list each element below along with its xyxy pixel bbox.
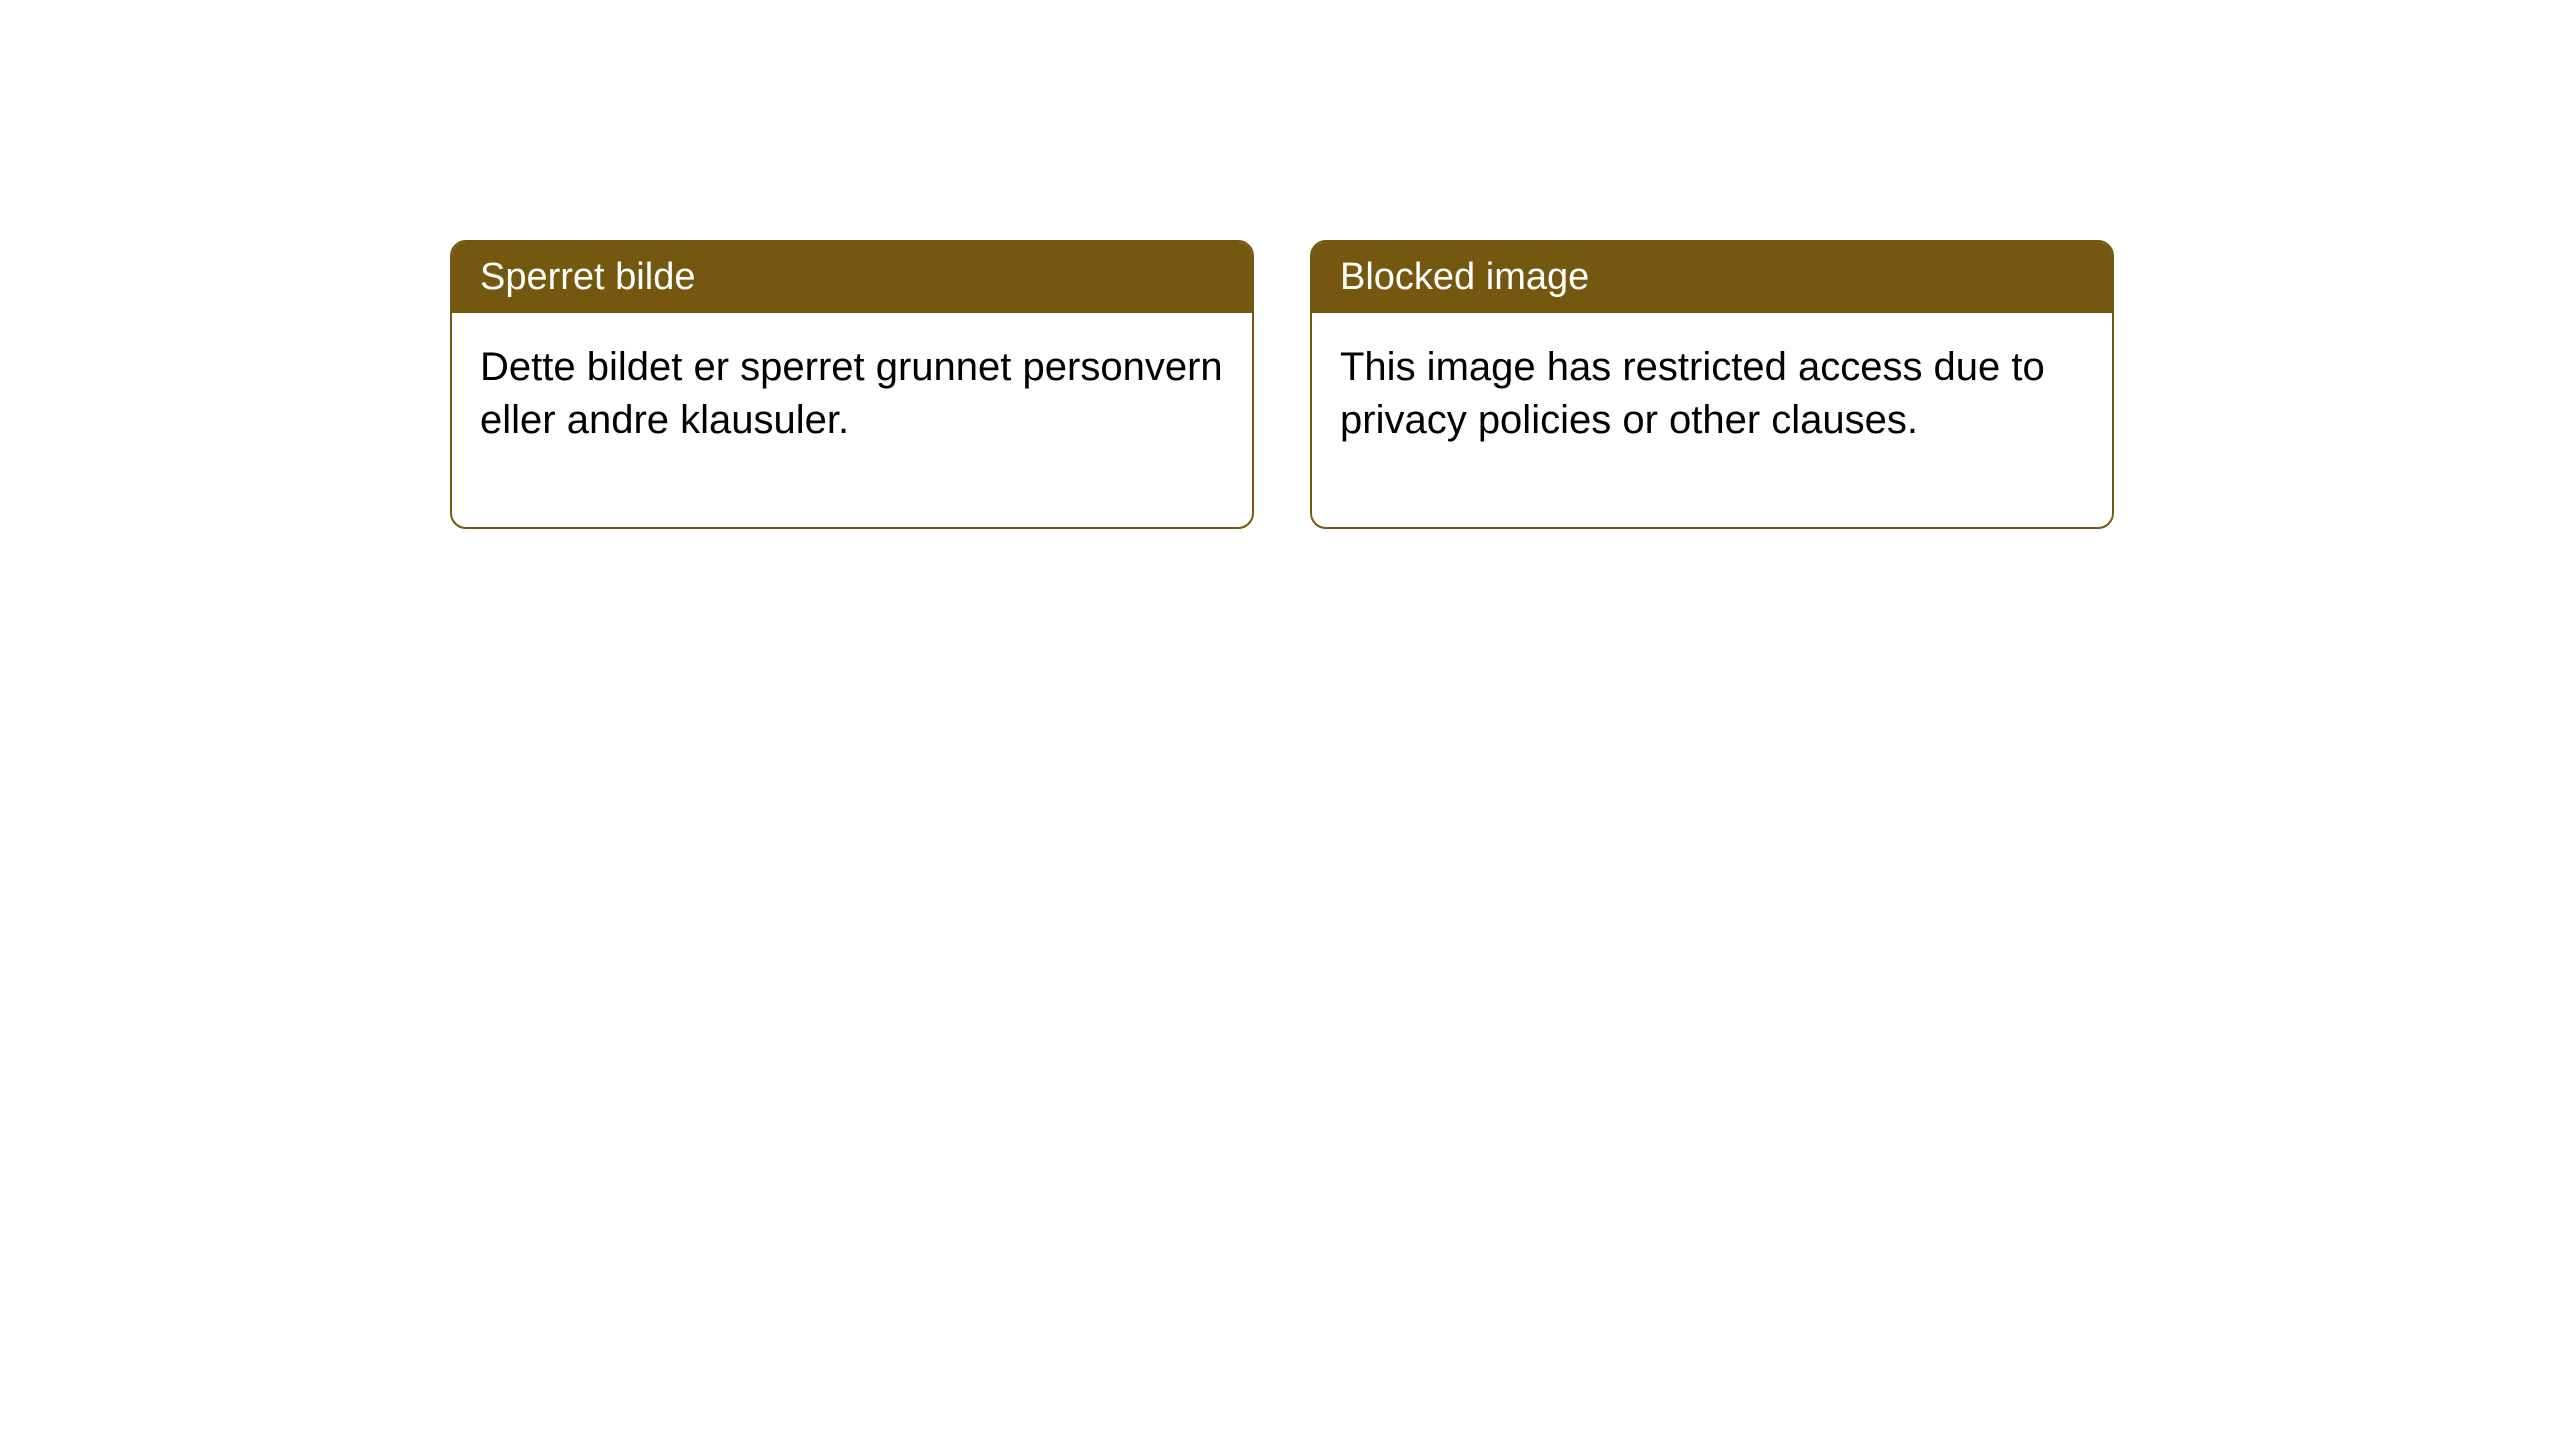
notice-card-norwegian: Sperret bilde Dette bildet er sperret gr…	[450, 240, 1254, 529]
notice-body: This image has restricted access due to …	[1312, 313, 2112, 527]
notice-card-english: Blocked image This image has restricted …	[1310, 240, 2114, 529]
notice-body-text: Dette bildet er sperret grunnet personve…	[480, 345, 1223, 442]
notice-header: Blocked image	[1312, 242, 2112, 313]
notice-body-text: This image has restricted access due to …	[1340, 345, 2045, 442]
notice-body: Dette bildet er sperret grunnet personve…	[452, 313, 1252, 527]
notice-title: Sperret bilde	[480, 256, 695, 298]
notice-container: Sperret bilde Dette bildet er sperret gr…	[0, 0, 2560, 529]
notice-header: Sperret bilde	[452, 242, 1252, 313]
notice-title: Blocked image	[1340, 256, 1589, 298]
